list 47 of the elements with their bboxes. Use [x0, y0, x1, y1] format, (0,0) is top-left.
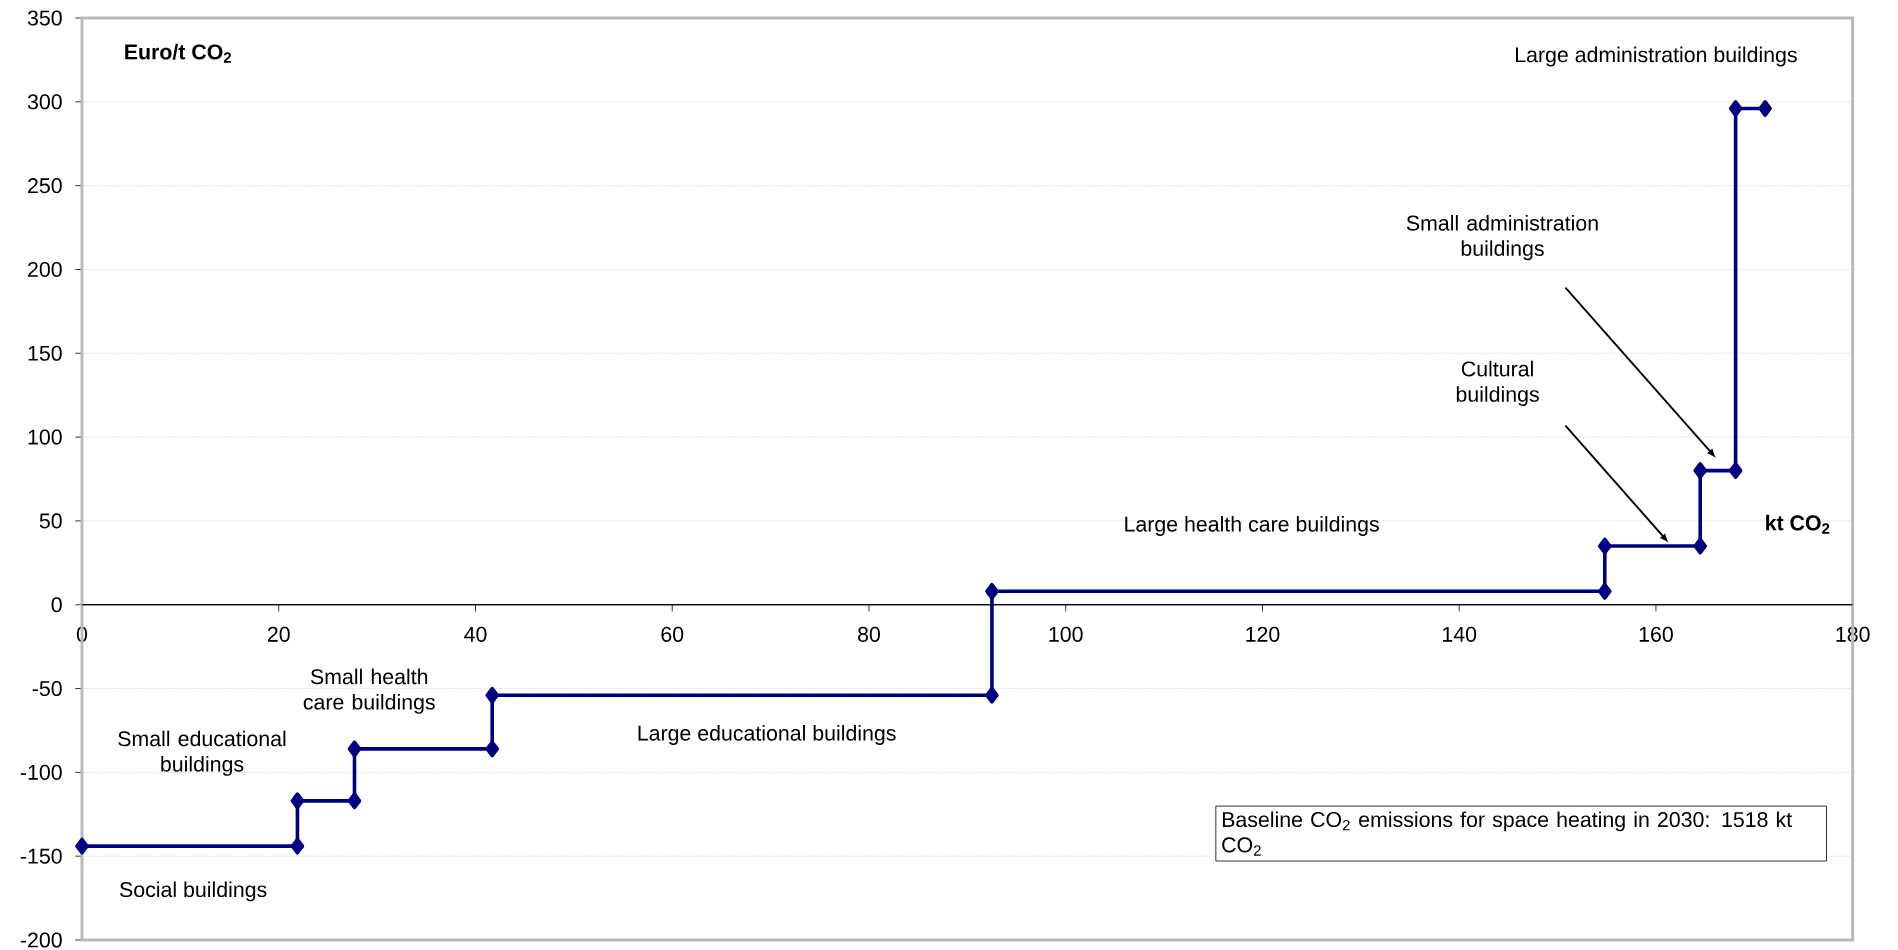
x-tick-label: 140	[1443, 626, 1477, 642]
point	[290, 792, 305, 810]
point	[347, 792, 362, 810]
y-tick-label: -200	[20, 932, 62, 948]
text: Baseline CO$_{2}$ emissions for space heating in 2030: 1518 kt CO$_{2}$	[1222, 811, 1792, 856]
annotation: Large educational buildings	[638, 725, 896, 745]
y-tick-label: -100	[20, 764, 62, 780]
point	[485, 740, 500, 758]
point	[347, 740, 362, 758]
y-tick-label: 350	[27, 10, 62, 26]
y-tick-label: 100	[28, 429, 62, 445]
y-tick-label: -50	[32, 681, 62, 697]
x-tick-label: 80	[858, 626, 880, 642]
point	[75, 837, 89, 855]
point	[985, 686, 999, 704]
point	[1728, 100, 1743, 117]
point	[1728, 462, 1743, 480]
y-tick-label: 50	[39, 513, 62, 529]
x-tick-label: 120	[1246, 626, 1280, 642]
annotation: Cultural buildings	[1456, 360, 1539, 407]
annotation: Large health care buildings	[1125, 516, 1379, 536]
x-tick-label: 160	[1639, 626, 1673, 642]
annotation: Small health care buildings	[303, 668, 435, 714]
point	[1693, 462, 1708, 480]
x-tick-label: 40	[464, 626, 487, 642]
point	[1693, 537, 1708, 555]
annotation: Small administration buildings	[1406, 215, 1598, 261]
y-tick-label: 150	[28, 345, 62, 361]
x-tick-label: 20	[267, 626, 290, 642]
point	[485, 686, 500, 704]
y-axis-title: Euro/t CO$_{2}$	[125, 43, 232, 63]
point	[1597, 582, 1612, 600]
annotation: Small educational buildings	[118, 730, 286, 776]
point	[1597, 537, 1612, 555]
y-tick-label: 0	[51, 597, 62, 613]
x-axis-title: kt CO$_{2}$	[1766, 514, 1830, 534]
point	[290, 837, 305, 855]
annotation: Large administration buildings	[1515, 46, 1797, 67]
y-tick-label: 250	[28, 178, 62, 194]
annotation: Social buildings	[120, 881, 267, 902]
x-tick-label: 60	[661, 626, 684, 642]
y-tick-label: -150	[20, 848, 62, 864]
y-tick-label: 300	[27, 94, 62, 110]
point	[985, 582, 999, 600]
point	[1758, 100, 1772, 117]
x-tick-label: 100	[1049, 626, 1083, 642]
y-tick-label: 200	[28, 261, 62, 278]
